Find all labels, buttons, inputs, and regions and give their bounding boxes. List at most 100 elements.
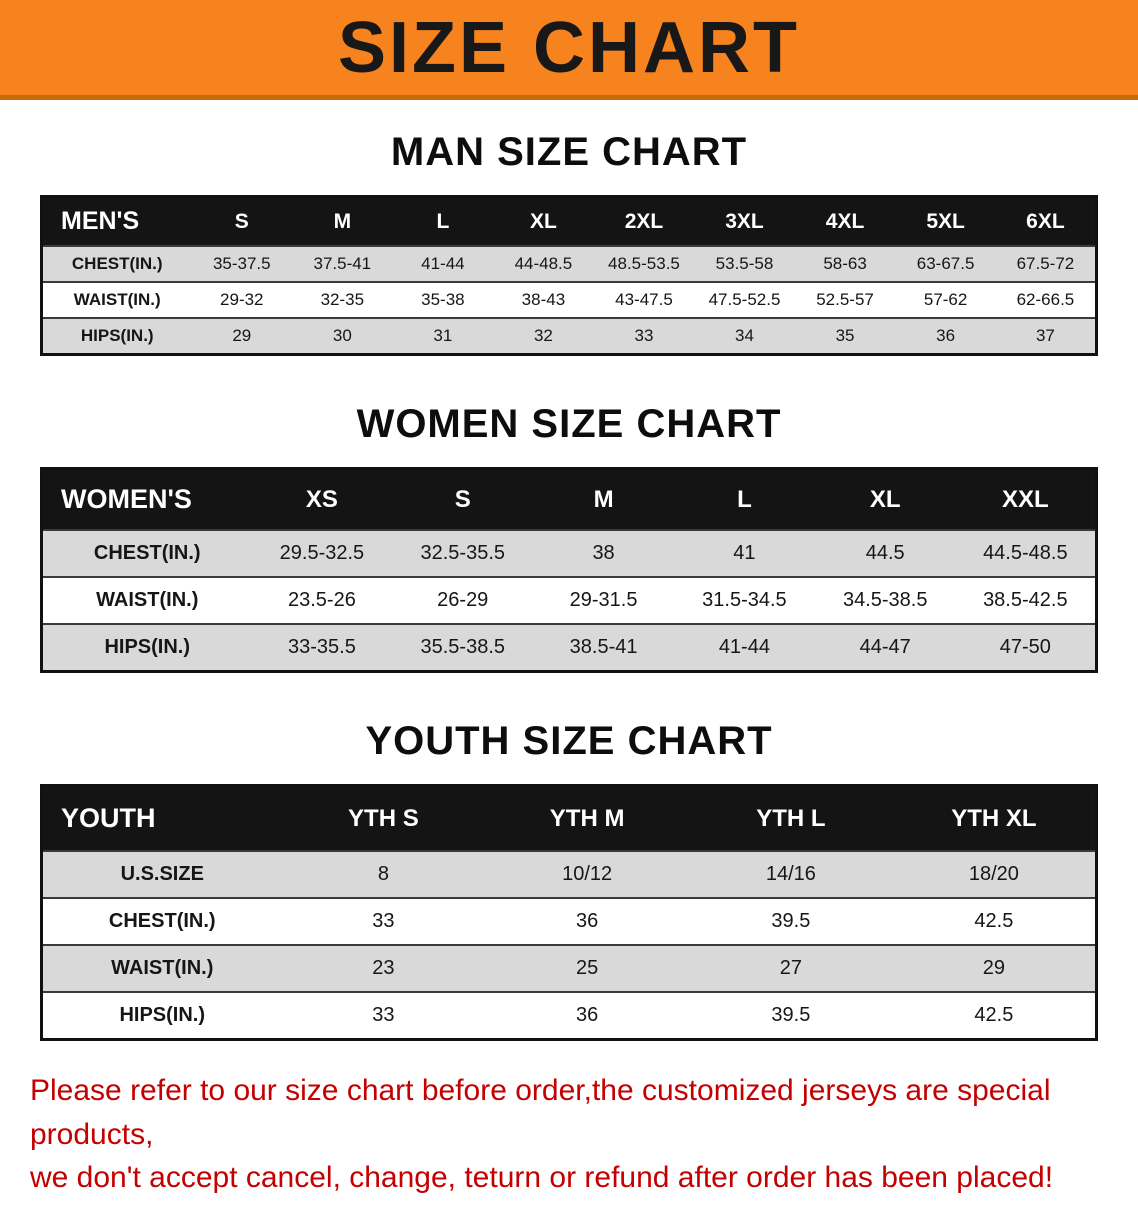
size-header-cell: YTH L (689, 785, 893, 851)
table-header-row: YOUTH YTH S YTH M YTH L YTH XL (41, 785, 1097, 851)
row-label-cell: HIPS(IN.) (41, 991, 282, 1040)
value-cell: 47-50 (955, 623, 1097, 672)
table-row: HIPS(IN.) 29 30 31 32 33 34 35 36 37 (41, 317, 1097, 355)
value-cell: 30 (292, 317, 393, 355)
value-cell: 32 (493, 317, 594, 355)
value-cell: 57-62 (895, 281, 996, 318)
value-cell: 52.5-57 (794, 281, 896, 318)
value-cell: 36 (485, 991, 689, 1040)
value-cell: 35-37.5 (191, 245, 293, 282)
women-size-table: WOMEN'S XS S M L XL XXL CHEST(IN.) 29.5-32.5 32.5… (40, 467, 1098, 673)
row-label-cell: CHEST(IN.) (41, 245, 192, 282)
value-cell: 43-47.5 (593, 281, 695, 318)
table-row: HIPS(IN.) 33-35.5 35.5-38.5 38.5-41 41-44 44-… (41, 623, 1097, 672)
row-label-cell: U.S.SIZE (41, 850, 282, 898)
value-cell: 39.5 (689, 991, 893, 1040)
size-header-cell: XL (814, 468, 956, 530)
table-header-row: MEN'S S M L XL 2XL 3XL 4XL 5XL 6XL (41, 196, 1097, 246)
value-cell: 10/12 (485, 850, 689, 898)
banner-title: SIZE CHART (338, 7, 800, 88)
value-cell: 35-38 (392, 281, 494, 318)
size-header-cell: YTH M (485, 785, 689, 851)
value-cell: 29 (892, 944, 1097, 992)
value-cell: 38.5-42.5 (955, 576, 1097, 624)
value-cell: 36 (485, 897, 689, 945)
value-cell: 29-31.5 (533, 576, 674, 624)
value-cell: 32-35 (292, 281, 393, 318)
value-cell: 31.5-34.5 (673, 576, 815, 624)
size-chart-banner: SIZE CHART (0, 0, 1138, 100)
youth-size-section: YOUTH SIZE CHART YOUTH YTH S YTH M YTH L YTH… (0, 719, 1138, 1041)
size-header-cell: M (292, 196, 393, 246)
value-cell: 29 (191, 317, 293, 355)
size-header-cell: S (392, 468, 534, 530)
size-header-cell: 6XL (995, 196, 1097, 246)
value-cell: 33 (281, 897, 486, 945)
table-row: HIPS(IN.) 33 36 39.5 42.5 (41, 991, 1097, 1040)
value-cell: 44.5-48.5 (955, 529, 1097, 577)
youth-section-heading: YOUTH SIZE CHART (365, 719, 773, 763)
row-label-cell: WAIST(IN.) (41, 576, 252, 624)
value-cell: 41-44 (392, 245, 494, 282)
men-size-table: MEN'S S M L XL 2XL 3XL 4XL 5XL 6XL CHEST(IN.) 35-37… (40, 195, 1098, 356)
value-cell: 35 (794, 317, 896, 355)
value-cell: 29.5-32.5 (251, 529, 393, 577)
women-size-section: WOMEN SIZE CHART WOMEN'S XS S M L XL XXL CHEST(… (0, 402, 1138, 673)
size-header-cell: 3XL (694, 196, 795, 246)
row-label-cell: HIPS(IN.) (41, 623, 252, 672)
value-cell: 38.5-41 (533, 623, 674, 672)
value-cell: 58-63 (794, 245, 896, 282)
men-section-heading: MAN SIZE CHART (390, 130, 748, 174)
value-cell: 67.5-72 (995, 245, 1097, 282)
value-cell: 33 (593, 317, 695, 355)
notice-line-2: we don't accept cancel, change, teturn o… (30, 1161, 1054, 1194)
table-row: CHEST(IN.) 35-37.5 37.5-41 41-44 44-48.5 48.5… (41, 245, 1097, 282)
size-header-cell: XXL (955, 468, 1097, 530)
charts-container: MAN SIZE CHART MEN'S S M L XL 2XL 3XL 4XL 5XL 6XL… (0, 130, 1138, 1224)
table-row: CHEST(IN.) 29.5-32.5 32.5-35.5 38 41 44.5 44.5… (41, 529, 1097, 577)
row-label-cell: CHEST(IN.) (41, 529, 252, 577)
value-cell: 33 (281, 991, 486, 1040)
value-cell: 26-29 (392, 576, 534, 624)
table-title-cell: WOMEN'S (41, 468, 252, 530)
table-title-cell: YOUTH (41, 785, 282, 851)
size-header-cell: 5XL (895, 196, 996, 246)
value-cell: 14/16 (689, 850, 893, 898)
size-header-cell: 4XL (794, 196, 896, 246)
value-cell: 44.5 (814, 529, 956, 577)
table-row: WAIST(IN.) 23.5-26 26-29 29-31.5 31.5-34.5 34… (41, 576, 1097, 624)
size-header-cell: L (673, 468, 815, 530)
value-cell: 31 (392, 317, 494, 355)
size-header-cell: S (191, 196, 293, 246)
men-size-section: MAN SIZE CHART MEN'S S M L XL 2XL 3XL 4XL 5XL 6XL… (0, 130, 1138, 356)
youth-size-table: YOUTH YTH S YTH M YTH L YTH XL U.S.SIZE 8 10/12… (40, 784, 1098, 1041)
row-label-cell: WAIST(IN.) (41, 944, 282, 992)
table-title-cell: MEN'S (41, 196, 192, 246)
table-row: U.S.SIZE 8 10/12 14/16 18/20 (41, 850, 1097, 898)
value-cell: 34 (694, 317, 795, 355)
row-label-cell: WAIST(IN.) (41, 281, 192, 318)
women-section-heading: WOMEN SIZE CHART (356, 402, 782, 446)
value-cell: 62-66.5 (995, 281, 1097, 318)
value-cell: 44-48.5 (493, 245, 594, 282)
value-cell: 41-44 (673, 623, 815, 672)
size-header-cell: XL (493, 196, 594, 246)
value-cell: 53.5-58 (694, 245, 795, 282)
value-cell: 18/20 (892, 850, 1097, 898)
value-cell: 36 (895, 317, 996, 355)
value-cell: 23 (281, 944, 486, 992)
table-header-row: WOMEN'S XS S M L XL XXL (41, 468, 1097, 530)
table-row: WAIST(IN.) 23 25 27 29 (41, 944, 1097, 992)
value-cell: 42.5 (892, 897, 1097, 945)
value-cell: 44-47 (814, 623, 956, 672)
value-cell: 41 (673, 529, 815, 577)
value-cell: 34.5-38.5 (814, 576, 956, 624)
value-cell: 8 (281, 850, 486, 898)
value-cell: 27 (689, 944, 893, 992)
table-row: CHEST(IN.) 33 36 39.5 42.5 (41, 897, 1097, 945)
size-header-cell: L (392, 196, 494, 246)
row-label-cell: CHEST(IN.) (41, 897, 282, 945)
table-row: WAIST(IN.) 29-32 32-35 35-38 38-43 43-47.5 47.… (41, 281, 1097, 318)
value-cell: 47.5-52.5 (694, 281, 795, 318)
size-header-cell: YTH S (281, 785, 486, 851)
